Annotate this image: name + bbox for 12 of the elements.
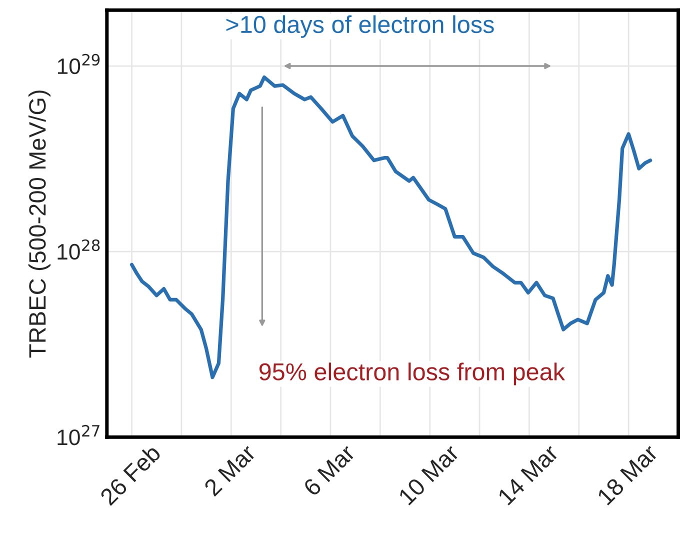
y-tick-label: 10$^{29}$ (58, 54, 100, 74)
annotation: >10 days of electron loss (226, 15, 494, 38)
x-tick-label: 2 Mar (203, 443, 257, 497)
y-tick-label: 10$^{27}$ (58, 424, 100, 446)
x-tick-label: 26 Feb (98, 443, 162, 506)
x-tick-label: 10 Mar (398, 443, 460, 506)
annotation: 95% electron loss from peak (259, 362, 566, 386)
y-tick-label: 10$^{28}$ (58, 239, 100, 260)
y-axis-title: TRBEC (500-200 MeV/G) (28, 90, 50, 358)
x-tick-label: 14 Mar (497, 444, 560, 506)
x-tick-label: 6 Mar (302, 443, 356, 497)
x-tick-label: 18 Mar (596, 443, 659, 506)
